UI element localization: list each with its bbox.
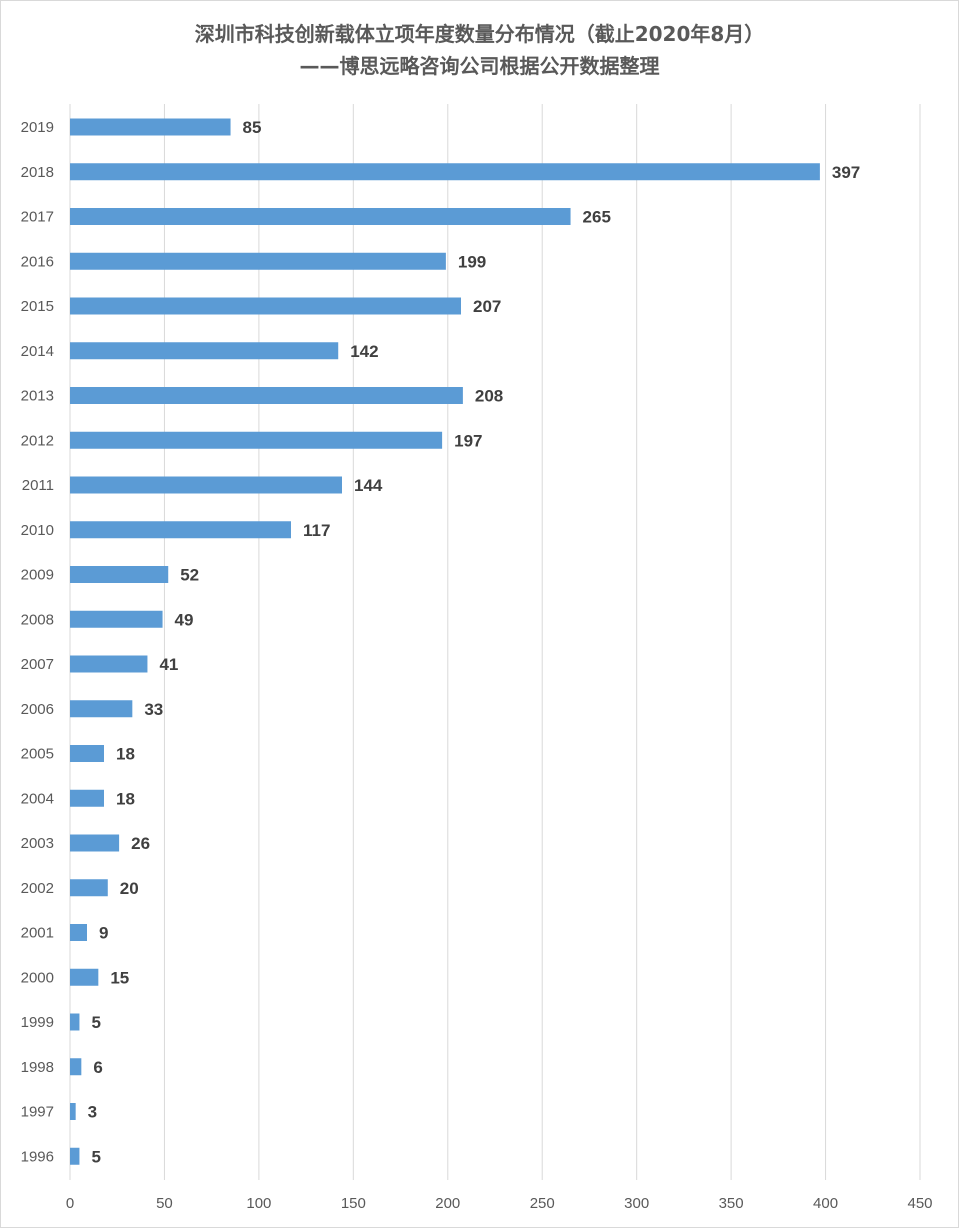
bar — [70, 655, 148, 673]
bar — [70, 342, 339, 360]
y-tick-label: 2006 — [21, 701, 54, 718]
y-tick-label: 2001 — [21, 925, 54, 942]
data-label: 85 — [243, 118, 262, 137]
data-labels: 8539726519920714220819714411752494133181… — [88, 118, 861, 1166]
x-tick-label: 300 — [624, 1195, 649, 1212]
bar — [70, 1147, 80, 1165]
chart-title: 深圳市科技创新载体立项年度数量分布情况（截止2020年8月） — [194, 22, 765, 46]
bar — [70, 297, 461, 315]
data-label: 397 — [832, 163, 860, 182]
data-label: 142 — [350, 342, 378, 361]
bar — [70, 387, 463, 404]
y-tick-label: 1997 — [21, 1104, 54, 1121]
y-tick-label: 2015 — [21, 298, 54, 315]
bar — [70, 252, 446, 270]
data-label: 199 — [458, 252, 486, 271]
y-tick-label: 2005 — [21, 746, 54, 763]
bar — [70, 476, 342, 494]
y-tick-label: 2012 — [21, 432, 54, 449]
data-label: 41 — [159, 655, 178, 674]
y-tick-label: 1998 — [21, 1059, 54, 1076]
y-tick-label: 2014 — [21, 343, 54, 360]
data-label: 144 — [354, 476, 383, 495]
bar — [70, 1103, 76, 1120]
bar — [70, 789, 104, 807]
x-tick-label: 400 — [813, 1195, 838, 1212]
bar — [70, 924, 87, 941]
y-tick-label: 2000 — [21, 969, 54, 986]
x-axis-labels: 0 50 100 150 200 250 300 350 400 450 — [66, 1195, 933, 1212]
data-label: 197 — [454, 431, 482, 450]
bar — [70, 118, 231, 136]
data-label: 5 — [91, 1013, 100, 1032]
y-tick-label: 2004 — [21, 790, 54, 807]
x-tick-label: 100 — [246, 1195, 271, 1212]
data-label: 26 — [131, 834, 150, 853]
x-tick-label: 450 — [907, 1195, 932, 1212]
bar — [70, 163, 820, 181]
y-tick-label: 1996 — [21, 1148, 54, 1165]
bar — [70, 521, 291, 539]
data-label: 18 — [116, 745, 135, 764]
data-label: 117 — [303, 521, 330, 540]
bar — [70, 431, 443, 449]
data-label: 5 — [91, 1147, 100, 1166]
y-axis-labels: 2019 2018 2017 2016 2015 2014 2013 2012 2011 2010… — [21, 119, 54, 1165]
data-label: 52 — [180, 566, 199, 585]
data-label: 3 — [88, 1103, 97, 1122]
x-tick-label: 50 — [156, 1195, 173, 1212]
y-tick-label: 2013 — [21, 388, 54, 405]
chart-subtitle: ——博思远略咨询公司根据公开数据整理 — [299, 54, 660, 78]
x-tick-label: 0 — [66, 1195, 74, 1212]
bars — [70, 118, 820, 1165]
bar — [70, 208, 571, 225]
x-tick-label: 150 — [341, 1195, 366, 1212]
y-tick-label: 2007 — [21, 656, 54, 673]
bar — [70, 1013, 80, 1031]
bar — [70, 1058, 82, 1076]
bar — [70, 968, 99, 986]
y-tick-label: 2018 — [21, 164, 54, 181]
y-tick-label: 2017 — [21, 209, 54, 226]
data-label: 208 — [475, 387, 503, 406]
x-tick-label: 350 — [719, 1195, 744, 1212]
y-tick-label: 2008 — [21, 611, 54, 628]
y-tick-label: 2019 — [21, 119, 54, 136]
bar — [70, 745, 104, 762]
x-tick-label: 200 — [435, 1195, 460, 1212]
y-tick-label: 2009 — [21, 567, 54, 584]
y-tick-label: 2002 — [21, 880, 54, 897]
gridlines — [69, 104, 921, 1180]
data-label: 265 — [583, 208, 611, 227]
data-label: 33 — [144, 700, 163, 719]
bar — [70, 834, 120, 852]
bar — [70, 610, 163, 628]
data-label: 207 — [473, 297, 501, 316]
y-tick-label: 2010 — [21, 522, 54, 539]
bar — [70, 566, 169, 583]
y-tick-label: 2011 — [22, 477, 54, 494]
bar — [70, 879, 108, 897]
data-label: 15 — [110, 968, 129, 987]
x-tick-label: 250 — [530, 1195, 555, 1212]
y-tick-label: 1999 — [21, 1014, 54, 1031]
bar — [70, 700, 133, 718]
data-label: 6 — [93, 1058, 102, 1077]
data-label: 20 — [120, 879, 139, 898]
data-label: 49 — [175, 610, 194, 629]
y-tick-label: 2016 — [21, 253, 54, 270]
data-label: 18 — [116, 789, 135, 808]
data-label: 9 — [99, 924, 108, 943]
y-tick-label: 2003 — [21, 835, 54, 852]
